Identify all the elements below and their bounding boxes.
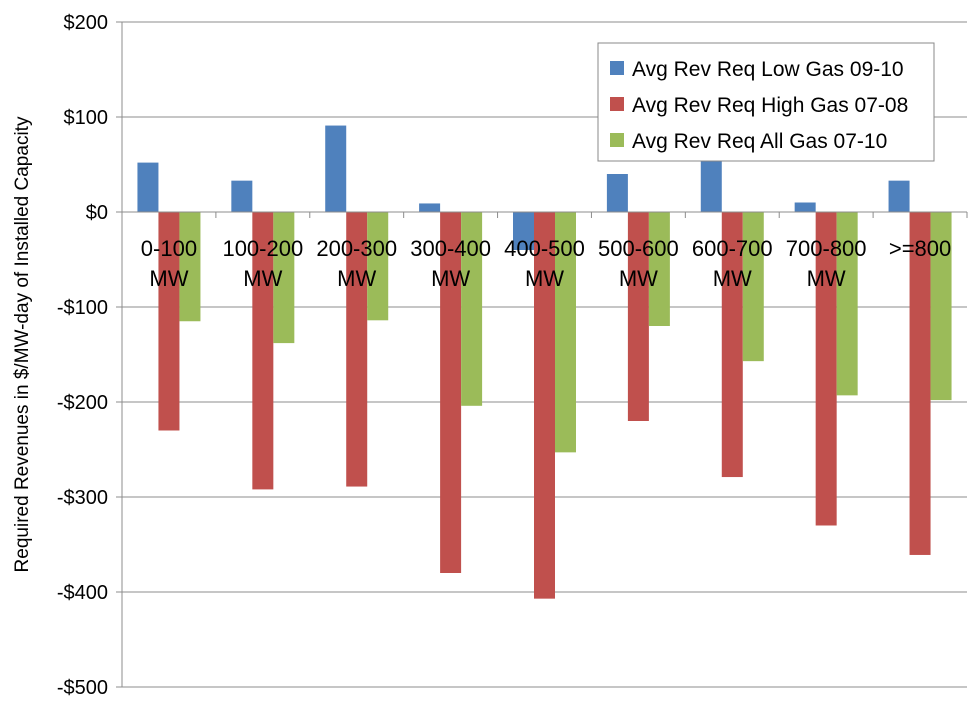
legend-box	[597, 42, 935, 162]
bar	[231, 180, 253, 212]
x-tick-label: 600-700 MW	[692, 236, 773, 291]
bar	[534, 212, 555, 599]
x-tick-label: 400-500 MW	[504, 236, 585, 291]
y-tick-label: -$200	[57, 392, 108, 414]
y-axis-title: Required Revenues in $/MW-day of Install…	[12, 116, 33, 572]
bar	[648, 212, 670, 326]
bar	[700, 159, 722, 212]
bar	[325, 125, 347, 212]
bar	[419, 203, 441, 212]
bar	[930, 212, 952, 401]
bars	[137, 125, 952, 599]
legend-swatch	[610, 61, 624, 75]
bar	[555, 212, 576, 453]
bar	[179, 212, 201, 322]
bar	[836, 212, 858, 396]
bar	[721, 212, 743, 478]
y-tick-label: -$400	[57, 582, 108, 604]
legend-label: Avg Rev Req All Gas 07-10	[632, 130, 887, 153]
bar	[461, 212, 483, 406]
y-tick-label: $0	[86, 202, 108, 224]
x-tick-label: 200-300 MW	[316, 236, 397, 291]
bar	[158, 212, 180, 431]
axes	[121, 22, 968, 687]
y-axis-tick-labels: $200 $100 $0 -$100 -$200 -$300 -$400 -$500	[57, 12, 108, 699]
legend: Avg Rev Req Low Gas 09-10 Avg Rev Req Hig…	[597, 42, 935, 162]
legend-swatch	[610, 97, 624, 111]
x-tick-label: 300-400 MW	[410, 236, 491, 291]
bar	[742, 212, 764, 362]
bar	[273, 212, 295, 344]
y-tick-label: -$500	[57, 677, 108, 699]
legend-swatch	[610, 133, 624, 147]
bar	[513, 212, 534, 250]
bar	[815, 212, 837, 526]
bar	[367, 212, 389, 321]
bar	[627, 212, 649, 421]
y-tick-label: $200	[64, 12, 109, 34]
x-tick-label: 0-100 MW	[141, 236, 197, 291]
bar	[252, 212, 274, 490]
bar	[137, 162, 159, 212]
bar	[440, 212, 462, 573]
legend-label: Avg Rev Req High Gas 07-08	[632, 94, 908, 117]
bar	[794, 202, 816, 212]
x-tick-label: 700-800 MW	[786, 236, 867, 291]
y-tick-label: $100	[64, 107, 109, 129]
legend-label: Avg Rev Req Low Gas 09-10	[632, 58, 904, 81]
bar	[888, 180, 910, 212]
bar	[606, 174, 628, 212]
bar	[909, 212, 931, 555]
y-tick-label: -$100	[57, 297, 108, 319]
x-tick-label: >=800	[889, 236, 951, 261]
bar	[346, 212, 368, 487]
x-tick-label: 100-200 MW	[222, 236, 303, 291]
y-tick-label: -$300	[57, 487, 108, 509]
x-tick-label: 500-600 MW	[598, 236, 679, 291]
